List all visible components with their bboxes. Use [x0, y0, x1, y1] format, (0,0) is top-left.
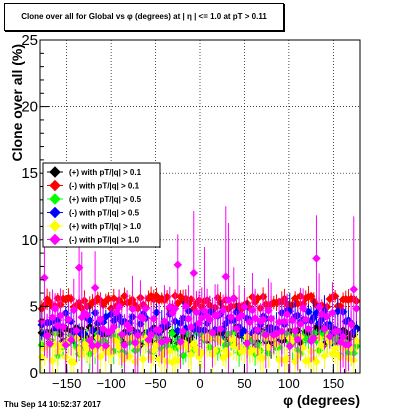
x-tick-label: 150 [322, 376, 344, 391]
x-tick-label: 50 [237, 376, 251, 391]
legend-label: (-) with pT/|q| > 1.0 [69, 236, 140, 245]
data-point [109, 322, 119, 332]
y-tick-label: 15 [21, 165, 38, 182]
legend-marker [49, 193, 61, 205]
x-tick-label: 0 [196, 376, 203, 391]
data-point [352, 304, 361, 313]
data-points [37, 199, 361, 373]
data-point [312, 254, 321, 263]
x-axis-label: φ (degrees) [283, 392, 360, 408]
y-tick-label: 5 [30, 298, 38, 315]
data-point [285, 341, 295, 351]
data-point [189, 268, 199, 278]
data-point [82, 310, 92, 320]
data-point [309, 333, 319, 343]
legend-label: (+) with pT/|q| > 1.0 [69, 222, 142, 231]
series-5 [37, 199, 361, 373]
data-point [216, 324, 225, 334]
data-point [328, 308, 337, 318]
axes: −150 −100 −50 0 50 100 150 0 5 10 15 20 25 [21, 32, 357, 391]
data-point [229, 294, 239, 304]
x-tick-label: −50 [145, 376, 167, 391]
data-point [141, 304, 151, 313]
chart-title: Clone over all for Global vs φ (degrees)… [21, 12, 267, 21]
data-point [64, 315, 73, 324]
legend-label: (-) with pT/|q| > 0.5 [69, 209, 140, 218]
data-point [40, 273, 49, 283]
legend-marker [49, 220, 61, 232]
y-axis-label: Clone over all (%) [9, 44, 25, 161]
legend: (+) with pT/|q| > 0.1 (-) with pT/|q| > 0… [42, 162, 161, 248]
timestamp-footer: Thu Sep 14 10:52:37 2017 [4, 400, 101, 409]
data-point [72, 326, 81, 335]
data-point [186, 350, 196, 360]
x-tick-label: −100 [96, 376, 125, 391]
data-point [178, 326, 188, 336]
data-point [138, 354, 148, 364]
legend-marker [49, 233, 61, 246]
y-tick-label: 25 [21, 32, 38, 49]
legend-marker [49, 206, 61, 219]
data-point [173, 260, 183, 270]
legend-label: (+) with pT/|q| > 0.5 [69, 195, 142, 204]
legend-label: (-) with pT/|q| > 0.1 [69, 182, 140, 191]
data-point [90, 283, 100, 293]
data-point [322, 312, 332, 321]
legend-marker [49, 179, 61, 192]
y-tick-label: 20 [21, 99, 38, 116]
legend-box [42, 162, 161, 248]
y-tick-label: 0 [30, 365, 38, 382]
x-tick-label: −150 [52, 376, 81, 391]
legend-marker [49, 166, 61, 178]
y-tick-label: 10 [21, 232, 38, 249]
x-tick-label: 100 [278, 376, 300, 391]
data-point [61, 340, 71, 350]
data-point [349, 285, 359, 294]
data-point [240, 302, 249, 312]
chart-title-box: Clone over all for Global vs φ (degrees)… [4, 3, 284, 31]
data-point [98, 324, 108, 334]
legend-label: (+) with pT/|q| > 0.1 [69, 168, 142, 177]
data-point [282, 310, 292, 319]
data-point [162, 335, 172, 345]
data-point [170, 304, 180, 313]
